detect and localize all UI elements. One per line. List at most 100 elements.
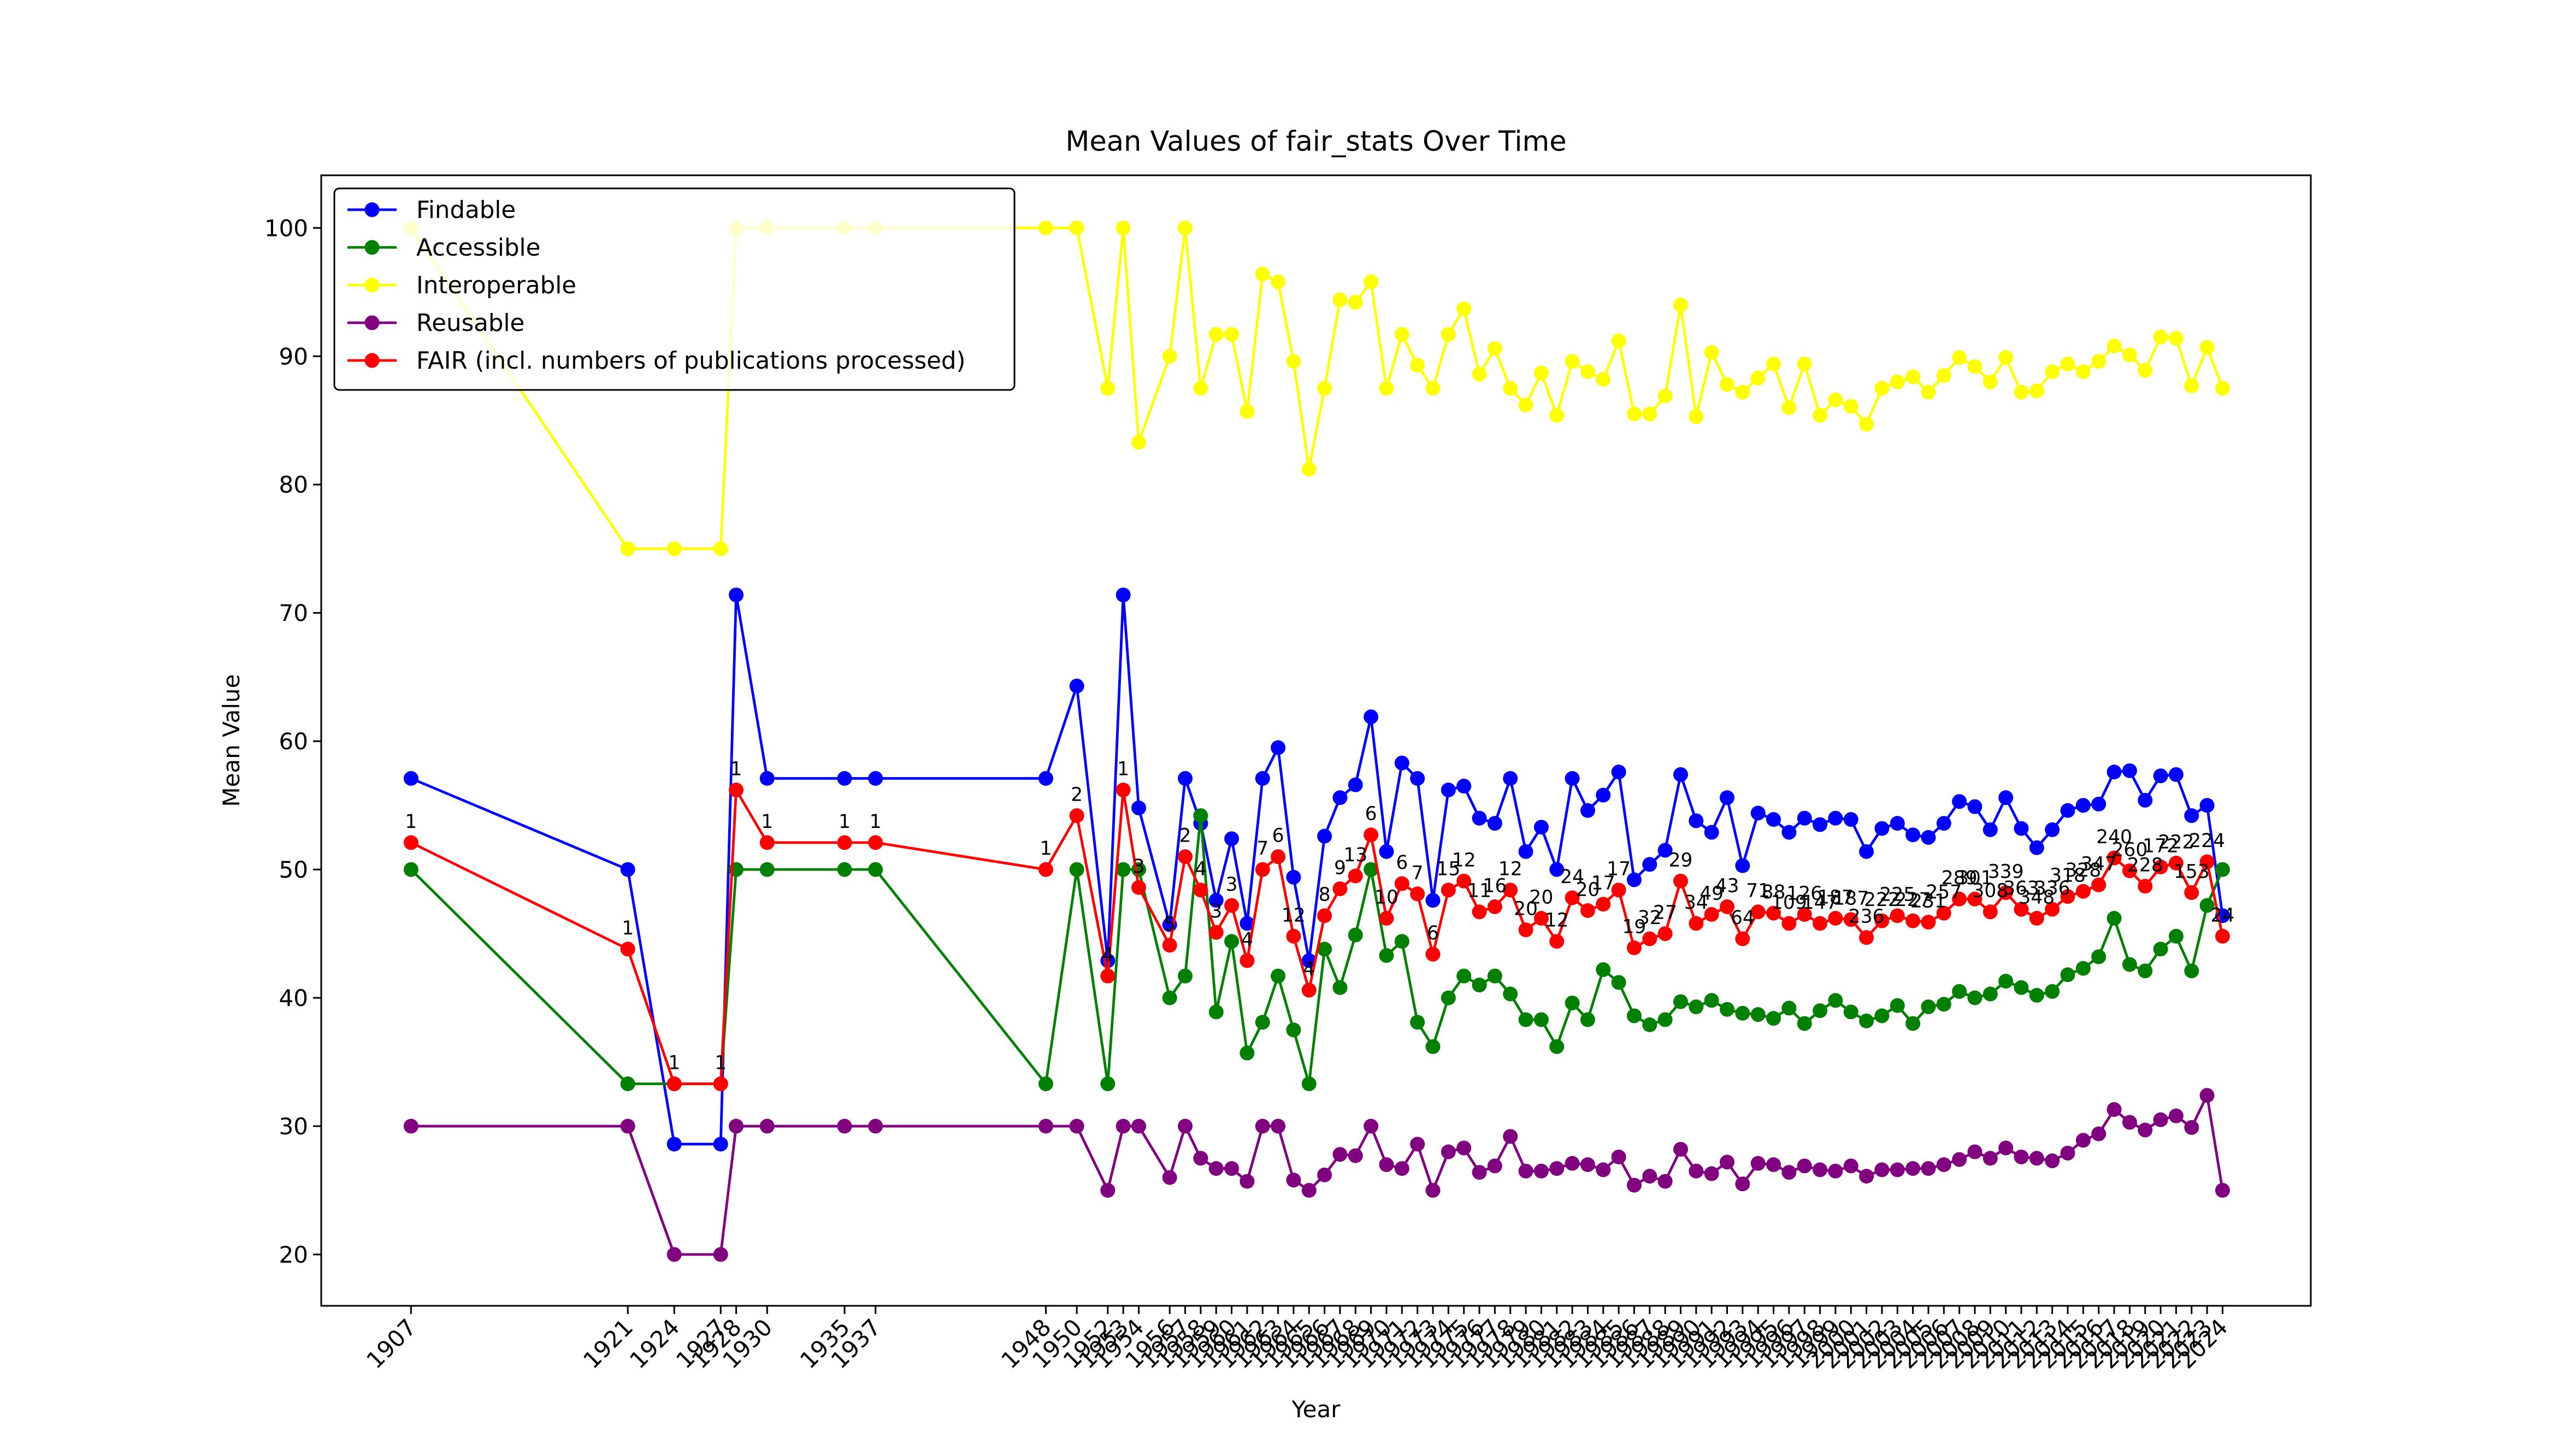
data-point: [1069, 808, 1084, 823]
data-point: [1982, 822, 1998, 837]
point-label: 64: [1731, 907, 1755, 929]
data-point: [868, 1118, 883, 1134]
data-point: [759, 835, 775, 850]
data-point: [1998, 885, 2014, 900]
data-point: [1719, 790, 1734, 806]
data-point: [837, 1118, 852, 1134]
point-label: 10: [1374, 886, 1399, 908]
point-label: 34: [1684, 892, 1708, 914]
data-point: [1193, 1151, 1208, 1166]
data-point: [1069, 862, 1084, 877]
data-point: [2060, 1145, 2075, 1161]
data-point: [1580, 364, 1595, 379]
data-point: [1813, 817, 1828, 832]
data-point: [1038, 1076, 1053, 1092]
data-point: [1178, 1118, 1193, 1134]
data-point: [2184, 1120, 2199, 1135]
data-point: [1704, 907, 1719, 922]
data-point: [1317, 828, 1332, 844]
y-tick-label: 20: [279, 1241, 308, 1268]
y-tick-label: 70: [279, 600, 308, 626]
data-point: [1472, 1165, 1487, 1180]
point-label: 225: [1879, 884, 1915, 906]
data-point: [1487, 968, 1502, 984]
data-point: [1394, 327, 1409, 342]
data-point: [2199, 854, 2215, 869]
legend-label: FAIR (incl. numbers of publications proc…: [416, 347, 965, 375]
data-point: [729, 587, 744, 602]
data-point: [1162, 990, 1177, 1005]
data-point: [1503, 771, 1518, 786]
data-point: [1533, 1012, 1549, 1027]
data-point: [1332, 292, 1348, 307]
data-point: [1208, 893, 1224, 908]
data-point: [1704, 345, 1719, 360]
point-label: 6: [1272, 825, 1284, 847]
data-point: [1456, 778, 1472, 794]
data-point: [1750, 1007, 1766, 1022]
data-point: [1890, 816, 1905, 831]
data-point: [1766, 356, 1781, 371]
point-label: 2: [1179, 825, 1191, 847]
data-point: [2107, 765, 2122, 780]
data-point: [1533, 910, 1549, 926]
data-point: [1967, 799, 1982, 814]
data-point: [2091, 796, 2107, 812]
data-point: [1487, 816, 1502, 831]
data-point: [1240, 1174, 1255, 1189]
data-point: [1518, 1163, 1533, 1179]
data-point: [2138, 1122, 2153, 1138]
data-point: [1240, 953, 1255, 968]
legend-marker: [364, 277, 380, 293]
point-label: 13: [1343, 844, 1367, 866]
data-point: [1348, 927, 1363, 943]
data-point: [2215, 381, 2230, 396]
data-point: [1704, 825, 1719, 840]
data-point: [1208, 327, 1224, 342]
data-point: [1657, 843, 1673, 858]
data-point: [1178, 849, 1193, 865]
data-point: [1301, 1183, 1317, 1198]
point-label: 3: [1210, 901, 1222, 922]
point-label: 224: [2189, 830, 2225, 852]
data-point: [1240, 404, 1255, 419]
data-point: [2122, 863, 2137, 878]
data-point: [1905, 913, 1921, 928]
data-point: [1394, 934, 1409, 949]
data-point: [1689, 813, 1704, 828]
data-point: [1518, 398, 1533, 413]
data-point: [1565, 771, 1580, 786]
data-point: [2215, 1183, 2230, 1198]
data-point: [2153, 329, 2168, 345]
data-point: [1828, 810, 1843, 826]
data-point: [1828, 910, 1843, 926]
data-point: [1255, 1118, 1270, 1134]
data-point: [1689, 409, 1704, 424]
point-label: 32: [1638, 907, 1662, 929]
data-point: [1162, 938, 1177, 953]
point-label: 318: [2050, 865, 2086, 886]
data-point: [1162, 348, 1177, 364]
data-point: [1518, 844, 1533, 859]
data-point: [1626, 406, 1642, 422]
data-point: [1240, 1045, 1255, 1061]
legend-label: Reusable: [416, 310, 524, 337]
data-point: [1890, 1162, 1905, 1177]
point-label: 12: [1545, 910, 1569, 932]
data-point: [1750, 904, 1766, 920]
point-label: 15: [1436, 859, 1460, 880]
data-point: [2029, 987, 2044, 1003]
series-line: [410, 226, 2224, 551]
legend-marker: [364, 353, 380, 368]
point-label: 29: [1669, 849, 1693, 871]
data-point: [1379, 910, 1394, 926]
data-point: [2215, 862, 2230, 877]
point-label: 1: [1040, 838, 1052, 860]
data-point: [2168, 767, 2184, 782]
point-label: 4: [1195, 859, 1207, 880]
chart-title: Mean Values of fair_stats Over Time: [1065, 126, 1566, 158]
point-label: 1: [1117, 758, 1129, 780]
data-point: [713, 541, 728, 557]
data-point: [1843, 812, 1858, 827]
